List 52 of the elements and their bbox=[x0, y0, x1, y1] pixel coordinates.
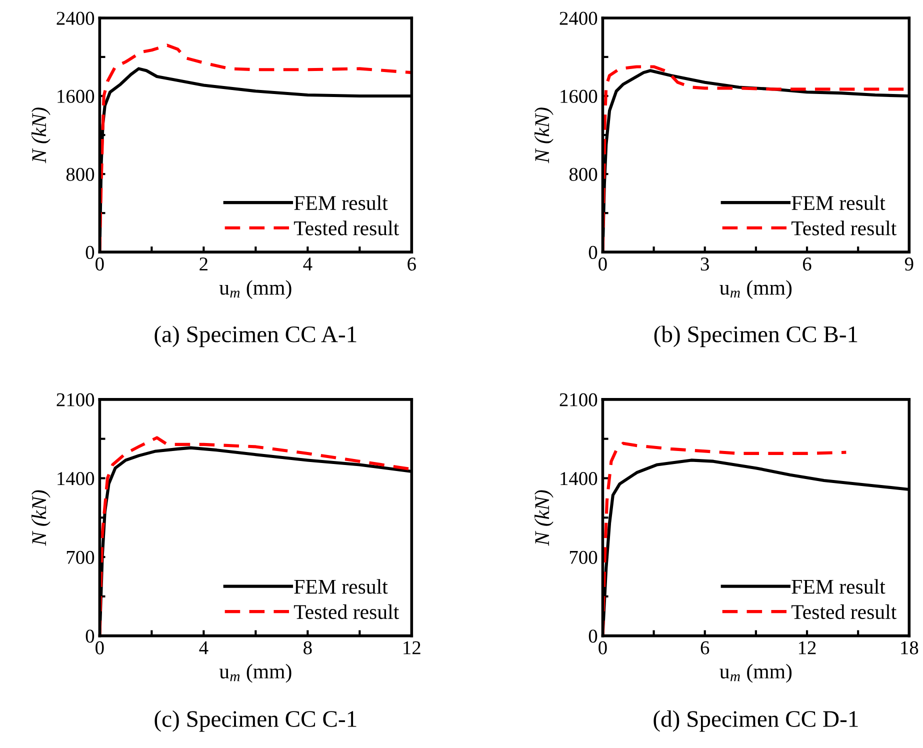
legend-label: Tested result bbox=[791, 220, 897, 236]
x-tick-label: 2 bbox=[200, 258, 208, 270]
legend-label: FEM result bbox=[792, 579, 886, 594]
x-axis-title: u$_{m}$ (mm) bbox=[720, 664, 792, 683]
x-tick-label: 18 bbox=[901, 641, 918, 654]
x-tick-label: 4 bbox=[199, 641, 208, 654]
legend-label: Tested result bbox=[294, 604, 400, 620]
y-tick-label: 0 bbox=[86, 246, 94, 260]
legend-label: Tested result bbox=[791, 604, 897, 620]
y-axis-title: N (kN) bbox=[534, 490, 554, 546]
y-tick-label: 0 bbox=[588, 630, 598, 643]
legend-label: FEM result bbox=[792, 195, 886, 210]
y-tick-label: 700 bbox=[570, 550, 598, 564]
text: (b) Specimen CC B-1 bbox=[654, 326, 858, 348]
legend-label: Tested result bbox=[294, 220, 400, 236]
y-axis-title: N (kN) bbox=[534, 108, 554, 164]
x-tick-label: 6 bbox=[408, 258, 416, 271]
y-tick-label: 2100 bbox=[560, 393, 598, 406]
x-tick-label: 12 bbox=[404, 641, 420, 654]
x-axis-title: u$_{m}$ (mm) bbox=[219, 280, 292, 300]
x-tick-label: 12 bbox=[799, 641, 816, 654]
text: (a) Specimen CC A-1 bbox=[154, 326, 356, 348]
y-tick-label: 2400 bbox=[560, 12, 598, 25]
x-tick-label: 0 bbox=[96, 641, 104, 654]
y-tick-label: 1400 bbox=[58, 472, 94, 486]
x-tick-label: 0 bbox=[96, 258, 104, 271]
x-tick-label: 6 bbox=[802, 258, 812, 271]
y-tick-label: 2400 bbox=[56, 12, 94, 25]
y-tick-label: 1400 bbox=[560, 472, 598, 486]
x-axis-title: u$_{m}$ (mm) bbox=[720, 280, 792, 300]
y-tick-label: 0 bbox=[588, 246, 598, 260]
x-tick-label: 3 bbox=[700, 258, 709, 271]
x-tick-label: 6 bbox=[700, 641, 710, 654]
text: (d) Specimen CC D-1 bbox=[654, 710, 858, 732]
x-axis-title: u$_{m}$ (mm) bbox=[219, 664, 292, 683]
x-tick-label: 8 bbox=[304, 641, 312, 654]
y-tick-label: 700 bbox=[66, 550, 94, 564]
y-axis-title: N (kN) bbox=[31, 490, 50, 546]
text: (c) Specimen CC C-1 bbox=[154, 710, 356, 732]
legend-label: FEM result bbox=[294, 579, 388, 594]
y-axis-title: N (kN) bbox=[31, 108, 50, 164]
y-tick-label: 1600 bbox=[58, 90, 94, 103]
y-tick-label: 1600 bbox=[560, 90, 598, 103]
y-tick-label: 0 bbox=[86, 630, 94, 643]
x-tick-label: 9 bbox=[904, 258, 914, 271]
x-tick-label: 0 bbox=[598, 258, 607, 271]
legend-label: FEM result bbox=[294, 195, 388, 210]
y-tick-label: 2100 bbox=[56, 393, 94, 406]
y-tick-label: 800 bbox=[569, 168, 598, 181]
y-tick-label: 800 bbox=[66, 168, 94, 181]
x-tick-label: 0 bbox=[598, 641, 607, 654]
x-tick-label: 4 bbox=[303, 258, 312, 270]
